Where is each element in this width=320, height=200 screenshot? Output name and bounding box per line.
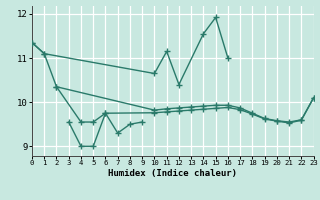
X-axis label: Humidex (Indice chaleur): Humidex (Indice chaleur) [108, 169, 237, 178]
